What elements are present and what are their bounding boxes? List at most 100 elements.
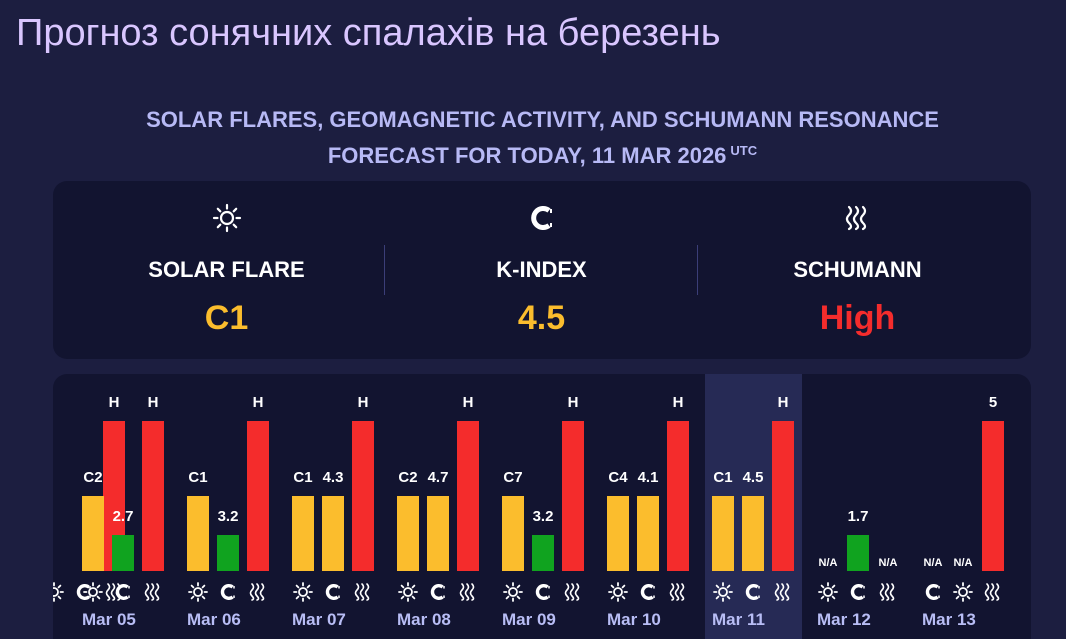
bar-value-flare: C2: [83, 469, 103, 486]
bar-value-kindex: 1.7: [847, 508, 869, 525]
magnet-icon: [637, 581, 659, 603]
waves-icon: [667, 581, 689, 603]
summary-schumann: SCHUMANN High: [700, 181, 1015, 359]
magnet-icon: [742, 581, 764, 603]
bar-schumann-partial: [103, 421, 125, 571]
bar-schumann: [982, 421, 1004, 571]
bar-kindex: [112, 535, 134, 571]
bar-value-schumann: 5: [988, 394, 998, 411]
summary-solar-flare: SOLAR FLARE C1: [69, 181, 384, 359]
sun-icon: [69, 203, 384, 233]
solar-flare-value: C1: [204, 299, 249, 337]
page-title: Прогноз сонячних спалахів на березень: [16, 12, 721, 54]
sun-icon: [607, 581, 629, 603]
k-index-value: 4.5: [517, 299, 566, 337]
bar-value-kindex: 4.3: [322, 469, 344, 486]
bar-value-schumann: H: [357, 394, 369, 411]
timezone-label: UTC: [730, 143, 758, 158]
bar-value-schumann: H: [462, 394, 474, 411]
date-label: Mar 06: [187, 610, 241, 629]
bar-kindex: [742, 496, 764, 571]
waves-icon: [562, 581, 584, 603]
na-label-flare: N/A: [923, 557, 943, 569]
sun-icon: [82, 581, 104, 603]
sun-icon: [187, 581, 209, 603]
bar-schumann: [247, 421, 269, 571]
sun-icon: [397, 581, 419, 603]
waves-icon: [457, 581, 479, 603]
bar-label-partial: H: [108, 394, 120, 411]
bar-kindex: [637, 496, 659, 571]
bar-value-flare: C4: [608, 469, 628, 486]
bar-schumann: [562, 421, 584, 571]
magnet-icon: [847, 581, 869, 603]
bar-value-flare: C2: [398, 469, 418, 486]
bar-flare: [397, 496, 419, 571]
bar-value-kindex: 4.1: [637, 469, 659, 486]
date-label: Mar 07: [292, 610, 346, 629]
summary-divider: [384, 245, 385, 295]
sun-icon: [952, 581, 974, 603]
summary-divider: [697, 245, 698, 295]
sun-icon: [53, 581, 65, 603]
bar-schumann: [772, 421, 794, 571]
bar-schumann: [457, 421, 479, 571]
summary-k-index: K-INDEX 4.5: [384, 181, 699, 359]
forecast-heading-line2: FORECAST FOR TODAY, 11 MAR 2026: [327, 143, 727, 168]
forecast-heading: SOLAR FLARES, GEOMAGNETIC ACTIVITY, AND …: [0, 104, 1066, 171]
waves-icon: [142, 581, 164, 603]
waves-icon: [772, 581, 794, 603]
sun-icon: [502, 581, 524, 603]
date-label: Mar 12: [817, 610, 871, 629]
bar-flare: [502, 496, 524, 571]
bar-flare: [712, 496, 734, 571]
forecast-heading-line1: SOLAR FLARES, GEOMAGNETIC ACTIVITY, AND …: [146, 107, 939, 132]
today-summary-card: SOLAR FLARE C1 K-INDEX 4.5 SCHUMANN: [53, 181, 1031, 359]
magnet-icon: [384, 203, 699, 233]
bar-flare: [292, 496, 314, 571]
sun-icon: [712, 581, 734, 603]
daily-forecast-chart: H C2 2.7 H Mar 05 C1 3.2 H Mar 06 C1 4.3 H Mar 07 C2 4…: [53, 374, 1031, 639]
waves-icon: [352, 581, 374, 603]
magnet-icon: [73, 581, 95, 603]
date-label: Mar 11: [712, 610, 765, 629]
magnet-icon: [532, 581, 554, 603]
bar-flare: [607, 496, 629, 571]
bar-value-flare: C1: [293, 469, 313, 486]
magnet-icon: [217, 581, 239, 603]
na-label-schumann: N/A: [878, 557, 898, 569]
bar-schumann: [667, 421, 689, 571]
magnet-icon: [322, 581, 344, 603]
bar-value-kindex: 3.2: [532, 508, 554, 525]
k-index-label: K-INDEX: [496, 257, 587, 282]
waves-icon: [247, 581, 269, 603]
bar-value-kindex: 3.2: [217, 508, 239, 525]
bar-kindex: [532, 535, 554, 571]
magnet-icon: [922, 581, 944, 603]
date-label: Mar 09: [502, 610, 556, 629]
date-label: Mar 05: [82, 610, 136, 629]
bar-value-kindex: 4.5: [742, 469, 764, 486]
bar-value-schumann: H: [777, 394, 789, 411]
bar-value-kindex: 4.7: [427, 469, 449, 486]
bar-value-schumann: H: [252, 394, 264, 411]
bar-value-flare: C1: [188, 469, 208, 486]
na-label-kindex: N/A: [953, 557, 973, 569]
bar-flare: [187, 496, 209, 571]
date-label: Mar 08: [397, 610, 451, 629]
sun-icon: [292, 581, 314, 603]
bar-value-flare: C7: [503, 469, 523, 486]
magnet-icon: [427, 581, 449, 603]
waves-icon: [877, 581, 899, 603]
bar-value-schumann: H: [672, 394, 684, 411]
schumann-label: SCHUMANN: [793, 257, 922, 282]
bar-kindex: [217, 535, 239, 571]
bar-flare: [82, 496, 104, 571]
date-label: Mar 10: [607, 610, 661, 629]
na-label-flare: N/A: [818, 557, 838, 569]
bar-value-flare: C1: [713, 469, 733, 486]
bar-kindex: [322, 496, 344, 571]
bar-value-schumann: H: [147, 394, 159, 411]
bar-schumann: [352, 421, 374, 571]
schumann-value: High: [819, 299, 896, 337]
